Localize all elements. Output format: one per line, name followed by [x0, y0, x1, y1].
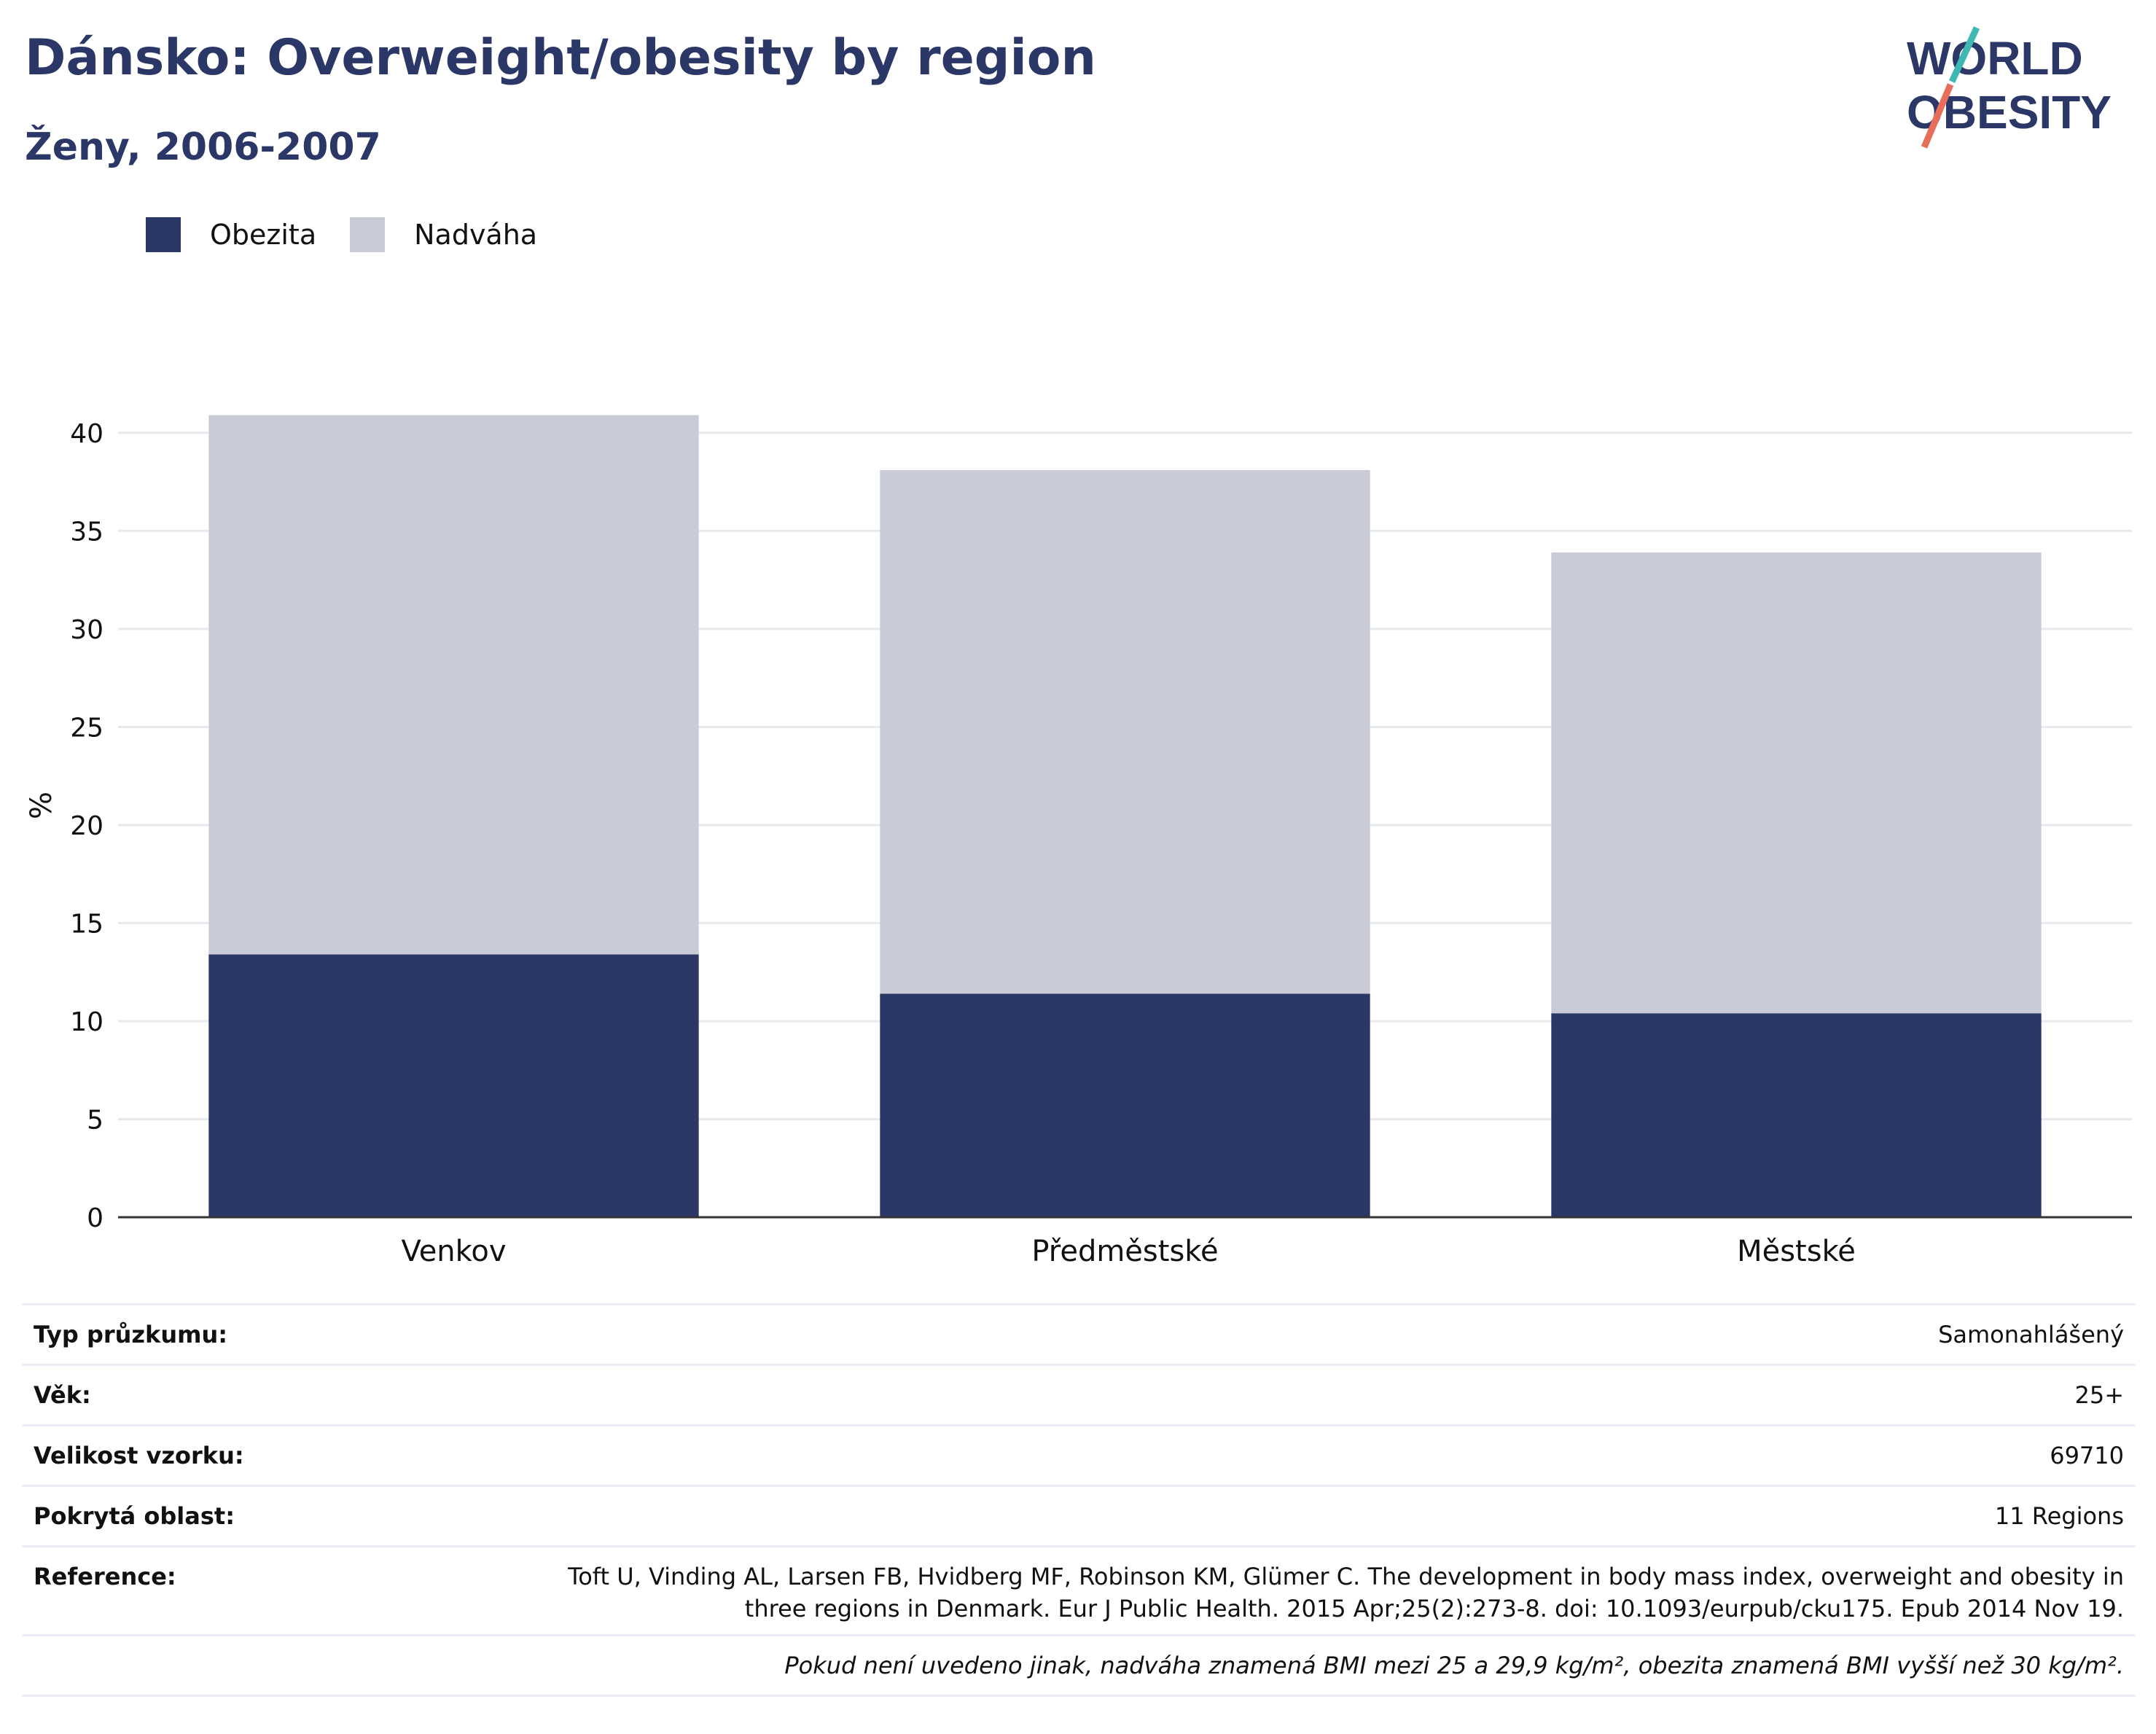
y-tick-label: 10: [70, 1007, 103, 1037]
info-value: 11 Regions: [1994, 1502, 2124, 1530]
legend-label-obezita: Obezita: [210, 219, 317, 251]
y-axis-label: %: [25, 792, 58, 819]
reference-line: three regions in Denmark. Eur J Public H…: [744, 1595, 2124, 1622]
bar-obezita: [1551, 1013, 2042, 1217]
world-obesity-logo: WORLD OBESITY: [1907, 26, 2112, 149]
info-label: Věk:: [34, 1381, 91, 1409]
info-value: Samonahlášený: [1938, 1321, 2124, 1348]
stacked-bar-chart: 0 5 10 15 20 25 30 35 40% Venkov Předměstské Městsk…: [25, 415, 2132, 1268]
info-value: 69710: [2050, 1442, 2124, 1469]
info-label: Pokrytá oblast:: [34, 1502, 235, 1530]
bar-nadvaha: [880, 469, 1370, 994]
bmi-definition-note: Pokud není uvedeno jinak, nadváha znamen…: [22, 1634, 2136, 1697]
info-label: Typ průzkumu:: [34, 1321, 228, 1348]
x-tick-label: Předměstské: [1031, 1235, 1218, 1268]
x-tick-label: Městské: [1737, 1235, 1856, 1268]
info-label: Reference:: [34, 1563, 176, 1590]
bar-obezita: [880, 993, 1370, 1217]
info-value: 25+: [2074, 1381, 2124, 1409]
y-tick-label: 5: [87, 1105, 103, 1135]
legend-swatch-obezita: [146, 217, 181, 252]
y-tick-label: 0: [87, 1203, 103, 1233]
logo-line1: WORLD: [1907, 32, 2083, 85]
legend-item-obezita[interactable]: Obezita: [146, 217, 316, 252]
chart-title: Dánsko: Overweight/obesity by region: [25, 29, 1096, 87]
legend-swatch-nadvaha: [350, 217, 386, 252]
y-tick-label: 40: [70, 419, 103, 449]
info-row-age: Věk: 25+: [22, 1364, 2136, 1424]
chart-subtitle: Ženy, 2006-2007: [25, 125, 381, 169]
reference-text: Toft U, Vinding AL, Larsen FB, Hvidberg …: [520, 1561, 2124, 1625]
bar-nadvaha: [208, 415, 699, 955]
x-tick-label: Venkov: [401, 1235, 506, 1268]
info-label: Velikost vzorku:: [34, 1442, 244, 1469]
survey-info-table: Typ průzkumu: Samonahlášený Věk: 25+ Vel…: [22, 1303, 2136, 1697]
info-row-reference: Reference: Toft U, Vinding AL, Larsen FB…: [22, 1545, 2136, 1634]
bar-nadvaha: [1551, 552, 2042, 1014]
legend-label-nadvaha: Nadváha: [414, 219, 538, 251]
logo-slash-teal: [1948, 26, 1980, 83]
y-tick-label: 30: [70, 615, 103, 645]
bar-obezita: [208, 954, 699, 1217]
info-row-survey-type: Typ průzkumu: Samonahlášený: [22, 1303, 2136, 1364]
info-row-area: Pokrytá oblast: 11 Regions: [22, 1485, 2136, 1545]
logo-slash-coral: [1921, 83, 1954, 149]
legend-item-nadvaha[interactable]: Nadváha: [350, 217, 537, 252]
reference-line: Toft U, Vinding AL, Larsen FB, Hvidberg …: [568, 1563, 2124, 1590]
info-row-sample-size: Velikost vzorku: 69710: [22, 1424, 2136, 1485]
y-tick-label: 15: [70, 909, 103, 939]
y-tick-label: 25: [70, 713, 103, 743]
chart-legend: Obezita Nadváha: [146, 217, 571, 252]
y-tick-label: 35: [70, 517, 103, 547]
y-tick-label: 20: [70, 811, 103, 841]
